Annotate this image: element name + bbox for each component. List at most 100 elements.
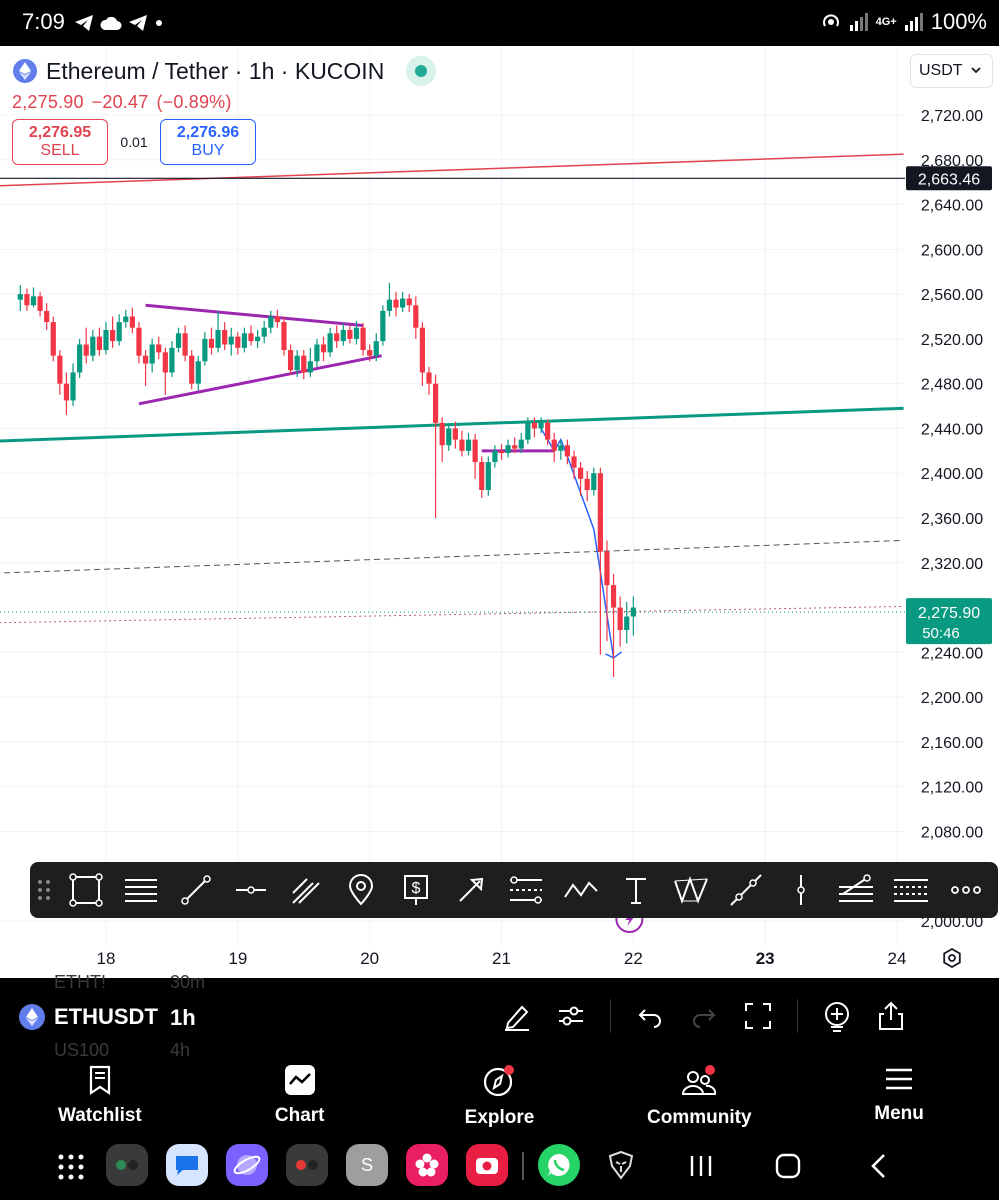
menu-icon bbox=[886, 1068, 913, 1090]
candle-body bbox=[222, 329, 228, 345]
candle-body bbox=[202, 338, 208, 362]
candle-body bbox=[175, 333, 182, 348]
svg-text:$: $ bbox=[411, 880, 420, 897]
candle-body bbox=[604, 551, 610, 586]
indicators-button[interactable] bbox=[544, 994, 598, 1038]
hotspot-icon bbox=[822, 14, 839, 27]
messages-app-icon[interactable] bbox=[166, 1144, 208, 1186]
sell-button[interactable]: 2,276.95 SELL bbox=[12, 119, 108, 165]
candle-body bbox=[103, 329, 109, 351]
candle-body bbox=[142, 355, 149, 364]
location-pin-tool[interactable] bbox=[333, 862, 388, 918]
price-change-pct: (−0.89%) bbox=[156, 92, 232, 112]
buy-label: BUY bbox=[191, 142, 225, 159]
candle-body bbox=[525, 422, 531, 440]
nav-menu[interactable]: Menu bbox=[799, 1056, 999, 1136]
app-folder-icon[interactable] bbox=[286, 1144, 328, 1186]
fullscreen-icon bbox=[745, 1003, 771, 1029]
status-notification-icons bbox=[74, 14, 164, 32]
price-change: −20.47 bbox=[91, 92, 149, 112]
recents-button[interactable] bbox=[688, 1154, 714, 1178]
candle-body bbox=[578, 467, 584, 479]
gann-tool[interactable] bbox=[883, 862, 938, 918]
arrow-tool[interactable] bbox=[443, 862, 498, 918]
undo-button[interactable] bbox=[623, 994, 677, 1038]
draw-button[interactable] bbox=[490, 994, 544, 1038]
nav-chart[interactable]: Chart bbox=[200, 1056, 400, 1136]
candle-body bbox=[136, 327, 142, 356]
price-tick-label: 2,120.00 bbox=[921, 780, 983, 797]
nav-label: Explore bbox=[464, 1107, 535, 1128]
candle-body bbox=[215, 329, 221, 348]
horizontal-ray-tool[interactable] bbox=[113, 862, 168, 918]
triangle-lower-drawing bbox=[138, 354, 382, 406]
text-tool[interactable] bbox=[608, 862, 663, 918]
horizontal-line-tool[interactable] bbox=[223, 862, 278, 918]
nav-explore[interactable]: Explore bbox=[400, 1056, 600, 1136]
redo-button[interactable] bbox=[677, 994, 731, 1038]
time-tick-label: 18 bbox=[97, 949, 116, 968]
buy-button[interactable]: 2,276.96 BUY bbox=[160, 119, 256, 165]
whatsapp-app-icon[interactable] bbox=[538, 1144, 580, 1186]
time-tick-label: 22 bbox=[624, 949, 643, 968]
candle-body bbox=[248, 333, 254, 342]
candle-body bbox=[459, 439, 465, 451]
nav-watchlist[interactable]: Watchlist bbox=[0, 1056, 200, 1136]
date-range-tool[interactable] bbox=[498, 862, 553, 918]
candle-body bbox=[281, 322, 287, 351]
cloud-icon bbox=[100, 16, 122, 30]
vertical-line-tool[interactable] bbox=[773, 862, 828, 918]
browser-app-icon[interactable] bbox=[226, 1144, 268, 1186]
candle-body bbox=[17, 294, 23, 300]
time-tick-label: 21 bbox=[492, 949, 511, 968]
fullscreen-button[interactable] bbox=[731, 994, 785, 1038]
system-dock: S bbox=[0, 1136, 999, 1200]
drag-handle-icon[interactable] bbox=[30, 879, 58, 901]
candle-body bbox=[446, 428, 452, 446]
candle-body bbox=[531, 422, 538, 429]
app-folder-icon[interactable] bbox=[106, 1144, 148, 1186]
timeframe-picker[interactable]: 1h bbox=[170, 1005, 196, 1030]
candle-body bbox=[393, 299, 399, 308]
symbol-title[interactable]: Ethereum / Tether · 1h · KUCOIN bbox=[46, 57, 385, 84]
more-tool[interactable] bbox=[938, 862, 993, 918]
nav-community[interactable]: Community bbox=[599, 1056, 799, 1136]
share-button[interactable] bbox=[864, 994, 918, 1038]
currency-selector[interactable]: USDT bbox=[910, 54, 993, 88]
price-tick-label: 2,160.00 bbox=[921, 735, 983, 752]
candle-body bbox=[44, 310, 50, 323]
samsung-internet-icon[interactable]: S bbox=[346, 1144, 388, 1186]
chart-area[interactable]: 2,720.00 2,680.00 2,640.00 2,600.00 2,560.00… bbox=[0, 46, 999, 978]
symbol-picker[interactable]: ETHUSDT bbox=[18, 1003, 158, 1031]
blossom-app-icon[interactable] bbox=[406, 1144, 448, 1186]
extended-line-tool[interactable] bbox=[718, 862, 773, 918]
back-button[interactable] bbox=[868, 1153, 890, 1179]
alert-button[interactable] bbox=[810, 994, 864, 1038]
candle-body bbox=[301, 355, 307, 373]
candle-body bbox=[439, 422, 445, 446]
app-grid-icon[interactable] bbox=[58, 1154, 84, 1180]
trend-line-tool[interactable] bbox=[168, 862, 223, 918]
parallel-channel-tool[interactable] bbox=[278, 862, 333, 918]
fib-tool[interactable] bbox=[828, 862, 883, 918]
camera-app-icon[interactable] bbox=[466, 1144, 508, 1186]
home-button[interactable] bbox=[775, 1153, 801, 1179]
price-tick-label: 2,520.00 bbox=[921, 332, 983, 349]
pattern-tool[interactable] bbox=[663, 862, 718, 918]
candle-body bbox=[77, 344, 83, 373]
eagle-app-icon[interactable] bbox=[600, 1144, 642, 1186]
candle-body bbox=[123, 316, 129, 323]
candle-body bbox=[406, 298, 412, 306]
settings-gear-icon[interactable] bbox=[943, 947, 961, 969]
price-chart[interactable]: 2,720.00 2,680.00 2,640.00 2,600.00 2,560.00… bbox=[0, 46, 999, 978]
price-range-tool[interactable]: $ bbox=[388, 862, 443, 918]
candle-body bbox=[314, 344, 320, 362]
candle-body bbox=[479, 462, 485, 491]
candle-body bbox=[109, 329, 116, 342]
candle-body bbox=[287, 350, 294, 371]
market-open-indicator bbox=[406, 56, 437, 86]
rectangle-tool[interactable] bbox=[58, 862, 113, 918]
chevron-down-icon bbox=[971, 67, 981, 74]
path-tool[interactable] bbox=[553, 862, 608, 918]
redo-icon bbox=[693, 1009, 716, 1028]
